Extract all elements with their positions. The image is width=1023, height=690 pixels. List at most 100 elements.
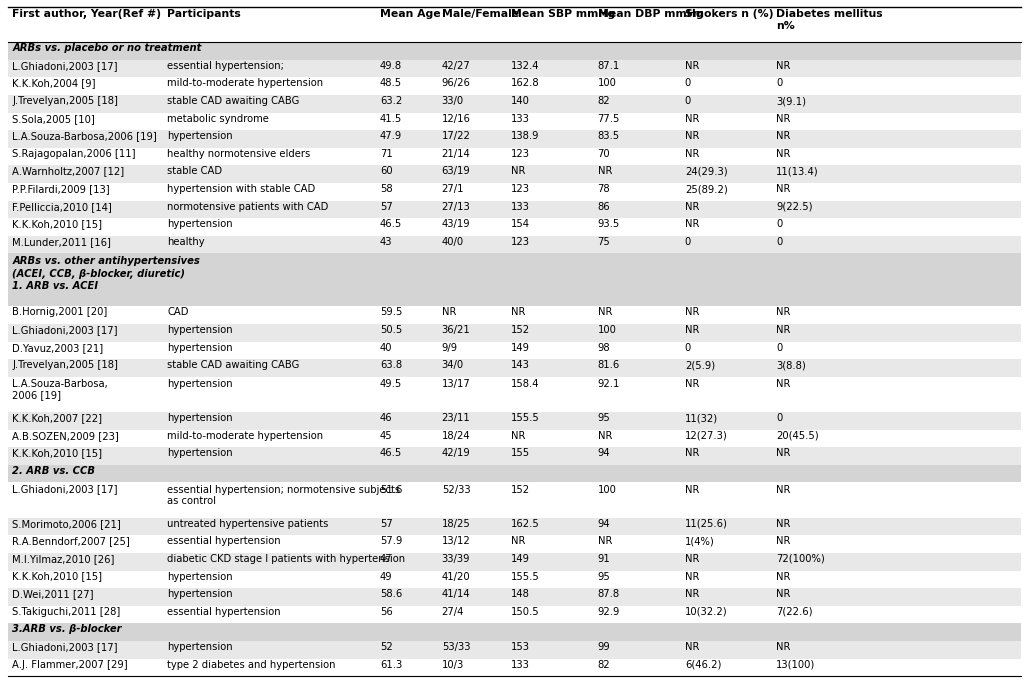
Text: 91: 91 (597, 554, 611, 564)
Text: NR: NR (684, 114, 699, 124)
Text: L.Ghiadoni,2003 [17]: L.Ghiadoni,2003 [17] (12, 61, 118, 71)
Text: 20(45.5): 20(45.5) (775, 431, 818, 441)
Text: 71: 71 (380, 149, 393, 159)
Text: R.A.Benndorf,2007 [25]: R.A.Benndorf,2007 [25] (12, 536, 130, 546)
Text: essential hypertension: essential hypertension (167, 607, 281, 617)
Text: 17/22: 17/22 (442, 131, 471, 141)
Text: NR: NR (597, 166, 612, 177)
Text: 155.5: 155.5 (510, 413, 539, 423)
Text: 53/33: 53/33 (442, 642, 471, 652)
Text: 3(9.1): 3(9.1) (775, 96, 806, 106)
Text: 94: 94 (597, 519, 611, 529)
Text: 83.5: 83.5 (597, 131, 620, 141)
Text: mild-to-moderate hypertension: mild-to-moderate hypertension (167, 79, 323, 88)
Text: 27/13: 27/13 (442, 201, 471, 212)
Text: 51.6: 51.6 (380, 484, 402, 495)
Text: 150.5: 150.5 (510, 607, 539, 617)
Text: S.Sola,2005 [10]: S.Sola,2005 [10] (12, 114, 95, 124)
Text: 162.5: 162.5 (510, 519, 539, 529)
Bar (8, 623, 1021, 641)
Text: hypertension: hypertension (167, 219, 233, 229)
Text: NR: NR (684, 219, 699, 229)
Text: hypertension: hypertension (167, 589, 233, 599)
Text: P.P.Filardi,2009 [13]: P.P.Filardi,2009 [13] (12, 184, 109, 194)
Text: NR: NR (684, 589, 699, 599)
Text: K.K.Koh,2010 [15]: K.K.Koh,2010 [15] (12, 219, 102, 229)
Text: 25(89.2): 25(89.2) (684, 184, 727, 194)
Text: S.Takiguchi,2011 [28]: S.Takiguchi,2011 [28] (12, 607, 121, 617)
Text: 152: 152 (510, 325, 530, 335)
Text: NR: NR (597, 307, 612, 317)
Text: 123: 123 (510, 237, 530, 247)
Text: 2. ARB vs. CCB: 2. ARB vs. CCB (12, 466, 95, 475)
Text: 10/3: 10/3 (442, 660, 464, 669)
Text: 63/19: 63/19 (442, 166, 471, 177)
Text: 18/24: 18/24 (442, 431, 471, 441)
Bar (8, 42, 1021, 60)
Text: 98: 98 (597, 343, 611, 353)
Text: 0: 0 (684, 237, 691, 247)
Text: Participants: Participants (167, 9, 241, 19)
Text: 10(32.2): 10(32.2) (684, 607, 727, 617)
Text: J.Trevelyan,2005 [18]: J.Trevelyan,2005 [18] (12, 360, 118, 371)
Text: 93.5: 93.5 (597, 219, 620, 229)
Bar (8, 465, 1021, 482)
Text: 70: 70 (597, 149, 611, 159)
Text: S.Rajagopalan,2006 [11]: S.Rajagopalan,2006 [11] (12, 149, 136, 159)
Text: stable CAD: stable CAD (167, 166, 222, 177)
Text: 42/27: 42/27 (442, 61, 471, 71)
Text: 149: 149 (510, 343, 530, 353)
Text: NR: NR (775, 642, 791, 652)
Text: 36/21: 36/21 (442, 325, 471, 335)
Bar (8, 641, 1021, 658)
Text: hypertension: hypertension (167, 571, 233, 582)
Text: 100: 100 (597, 484, 617, 495)
Text: NR: NR (775, 61, 791, 71)
Text: CAD: CAD (167, 307, 188, 317)
Text: 0: 0 (775, 413, 783, 423)
Text: 11(13.4): 11(13.4) (775, 166, 818, 177)
Text: ARBs vs. placebo or no treatment: ARBs vs. placebo or no treatment (12, 43, 202, 53)
Text: 155: 155 (510, 448, 530, 458)
Text: 7(22.6): 7(22.6) (775, 607, 812, 617)
Text: NR: NR (510, 307, 525, 317)
Text: 78: 78 (597, 184, 611, 194)
Text: 77.5: 77.5 (597, 114, 620, 124)
Text: 123: 123 (510, 184, 530, 194)
Text: D.Wei,2011 [27]: D.Wei,2011 [27] (12, 589, 94, 599)
Text: 63.2: 63.2 (380, 96, 402, 106)
Text: 13/12: 13/12 (442, 536, 471, 546)
Text: NR: NR (597, 431, 612, 441)
Text: NR: NR (775, 149, 791, 159)
Text: M.Lunder,2011 [16]: M.Lunder,2011 [16] (12, 237, 112, 247)
Text: type 2 diabetes and hypertension: type 2 diabetes and hypertension (167, 660, 336, 669)
Text: 41/20: 41/20 (442, 571, 471, 582)
Text: NR: NR (775, 536, 791, 546)
Text: 132.4: 132.4 (510, 61, 539, 71)
Text: 82: 82 (597, 660, 611, 669)
Text: L.Ghiadoni,2003 [17]: L.Ghiadoni,2003 [17] (12, 642, 118, 652)
Text: A.Warnholtz,2007 [12]: A.Warnholtz,2007 [12] (12, 166, 125, 177)
Text: 0: 0 (775, 219, 783, 229)
Text: 34/0: 34/0 (442, 360, 463, 371)
Text: 95: 95 (597, 413, 611, 423)
Text: 149: 149 (510, 554, 530, 564)
Text: 18/25: 18/25 (442, 519, 471, 529)
Text: 3.ARB vs. β-blocker: 3.ARB vs. β-blocker (12, 624, 122, 634)
Text: D.Yavuz,2003 [21]: D.Yavuz,2003 [21] (12, 343, 103, 353)
Text: NR: NR (775, 307, 791, 317)
Text: L.Ghiadoni,2003 [17]: L.Ghiadoni,2003 [17] (12, 325, 118, 335)
Text: J.Trevelyan,2005 [18]: J.Trevelyan,2005 [18] (12, 96, 118, 106)
Text: 46: 46 (380, 413, 393, 423)
Text: 153: 153 (510, 642, 530, 652)
Text: healthy normotensive elders: healthy normotensive elders (167, 149, 310, 159)
Text: Mean SBP mmHg: Mean SBP mmHg (510, 9, 615, 19)
Text: Male/Female: Male/Female (442, 9, 519, 19)
Text: NR: NR (775, 448, 791, 458)
Bar (8, 324, 1021, 342)
Text: S.Morimoto,2006 [21]: S.Morimoto,2006 [21] (12, 519, 121, 529)
Text: essential hypertension: essential hypertension (167, 536, 281, 546)
Text: 92.9: 92.9 (597, 607, 620, 617)
Text: 11(25.6): 11(25.6) (684, 519, 727, 529)
Text: L.A.Souza-Barbosa,2006 [19]: L.A.Souza-Barbosa,2006 [19] (12, 131, 157, 141)
